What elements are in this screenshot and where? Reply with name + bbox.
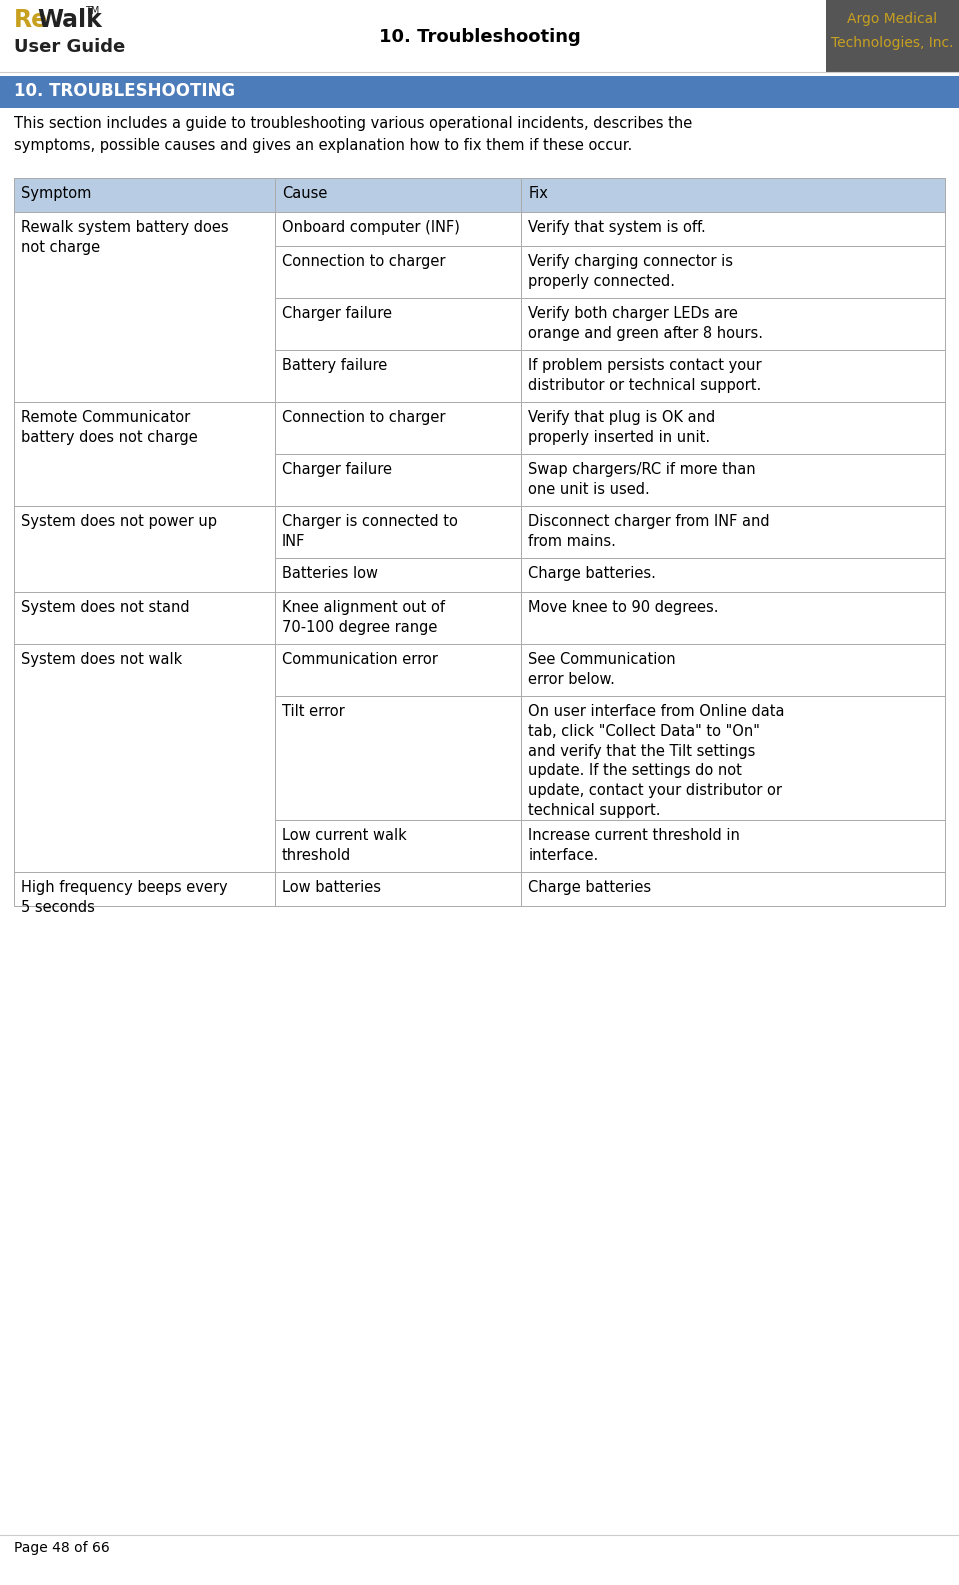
Bar [522, 696, 945, 819]
Bar [274, 178, 522, 212]
Text: Knee alignment out of
70-100 degree range: Knee alignment out of 70-100 degree rang… [282, 601, 445, 636]
Bar [14, 403, 274, 506]
Bar [274, 298, 522, 350]
Bar [274, 558, 522, 593]
Text: Walk: Walk [37, 8, 102, 32]
Bar [274, 644, 522, 696]
Bar [274, 403, 522, 453]
Text: Argo Medical: Argo Medical [848, 13, 938, 25]
Bar [274, 453, 522, 506]
Text: Page 48 of 66: Page 48 of 66 [14, 1541, 109, 1555]
Text: 10. Troubleshooting: 10. Troubleshooting [379, 29, 580, 46]
Text: Re: Re [14, 8, 48, 32]
Text: System does not stand: System does not stand [21, 601, 190, 615]
Text: Verify charging connector is
properly connected.: Verify charging connector is properly co… [528, 254, 734, 288]
Text: Cause: Cause [282, 185, 327, 201]
Bar [522, 819, 945, 872]
Text: System does not walk: System does not walk [21, 651, 182, 667]
Text: 10. TROUBLESHOOTING: 10. TROUBLESHOOTING [14, 82, 235, 100]
Text: Charge batteries: Charge batteries [528, 880, 651, 896]
Text: Tilt error: Tilt error [282, 704, 344, 720]
Bar [522, 644, 945, 696]
Bar [522, 178, 945, 212]
Text: Disconnect charger from INF and
from mains.: Disconnect charger from INF and from mai… [528, 514, 770, 548]
Text: Low batteries: Low batteries [282, 880, 381, 896]
Text: Increase current threshold in
interface.: Increase current threshold in interface. [528, 827, 740, 862]
Text: Charger is connected to
INF: Charger is connected to INF [282, 514, 457, 548]
Bar [274, 696, 522, 819]
Bar [522, 350, 945, 403]
Bar [14, 506, 274, 593]
Bar [274, 872, 522, 907]
Text: System does not power up: System does not power up [21, 514, 217, 529]
Text: Fix: Fix [528, 185, 549, 201]
Bar [522, 872, 945, 907]
Text: Technologies, Inc.: Technologies, Inc. [831, 36, 954, 51]
Text: If problem persists contact your
distributor or technical support.: If problem persists contact your distrib… [528, 358, 762, 393]
Bar [522, 298, 945, 350]
Text: TM: TM [85, 6, 100, 16]
Bar [522, 246, 945, 298]
Bar [0, 76, 959, 108]
Text: Remote Communicator
battery does not charge: Remote Communicator battery does not cha… [21, 411, 198, 445]
Text: Verify both charger LEDs are
orange and green after 8 hours.: Verify both charger LEDs are orange and … [528, 306, 763, 341]
Text: See Communication
error below.: See Communication error below. [528, 651, 676, 686]
Text: Connection to charger: Connection to charger [282, 254, 445, 269]
Bar [274, 246, 522, 298]
Text: Charge batteries.: Charge batteries. [528, 566, 656, 582]
Bar [522, 558, 945, 593]
Bar [14, 872, 274, 907]
Bar [14, 178, 274, 212]
Text: High frequency beeps every
5 seconds: High frequency beeps every 5 seconds [21, 880, 227, 915]
Text: Low current walk
threshold: Low current walk threshold [282, 827, 407, 862]
Bar [14, 593, 274, 644]
Text: User Guide: User Guide [14, 38, 126, 55]
Bar [522, 593, 945, 644]
Text: Symptom: Symptom [21, 185, 91, 201]
Bar [274, 819, 522, 872]
Text: Connection to charger: Connection to charger [282, 411, 445, 425]
Bar [522, 212, 945, 246]
Text: Move knee to 90 degrees.: Move knee to 90 degrees. [528, 601, 719, 615]
Bar [14, 212, 274, 403]
Bar [826, 0, 959, 71]
Text: Verify that plug is OK and
properly inserted in unit.: Verify that plug is OK and properly inse… [528, 411, 715, 445]
Bar [274, 212, 522, 246]
Text: Battery failure: Battery failure [282, 358, 386, 372]
Bar [522, 403, 945, 453]
Bar [14, 644, 274, 872]
Text: symptoms, possible causes and gives an explanation how to fix them if these occu: symptoms, possible causes and gives an e… [14, 138, 632, 154]
Text: Communication error: Communication error [282, 651, 437, 667]
Bar [274, 593, 522, 644]
Text: Onboard computer (INF): Onboard computer (INF) [282, 220, 459, 235]
Text: This section includes a guide to troubleshooting various operational incidents, : This section includes a guide to trouble… [14, 116, 692, 132]
Bar [522, 506, 945, 558]
Text: Swap chargers/RC if more than
one unit is used.: Swap chargers/RC if more than one unit i… [528, 461, 756, 496]
Text: Charger failure: Charger failure [282, 461, 391, 477]
Text: Rewalk system battery does
not charge: Rewalk system battery does not charge [21, 220, 228, 255]
Text: Batteries low: Batteries low [282, 566, 378, 582]
Bar [274, 350, 522, 403]
Bar [522, 453, 945, 506]
Text: Charger failure: Charger failure [282, 306, 391, 322]
Text: Verify that system is off.: Verify that system is off. [528, 220, 706, 235]
Bar [274, 506, 522, 558]
Text: On user interface from Online data
tab, click "Collect Data" to "On"
and verify : On user interface from Online data tab, … [528, 704, 784, 818]
